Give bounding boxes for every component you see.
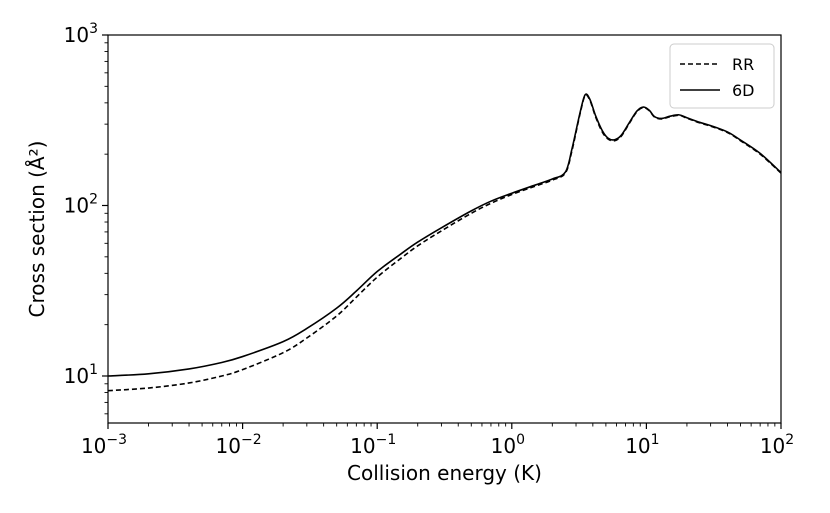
x-axis-title: Collision energy (K) (347, 461, 542, 485)
legend-label-rr: RR (732, 55, 754, 74)
legend-box (669, 43, 775, 109)
x-tick-label: 10−2 (216, 432, 262, 458)
y-tick-label: 101 (64, 362, 98, 388)
y-tick-label: 103 (64, 21, 98, 47)
y-axis-title: Cross section (Å²) (25, 141, 49, 318)
series-line-6d (108, 93, 781, 377)
x-tick-label: 102 (760, 432, 794, 458)
y-tick-label: 102 (64, 191, 98, 217)
x-tick-label: 101 (625, 432, 659, 458)
plot-frame (107, 34, 782, 424)
x-tick-label: 100 (491, 432, 525, 458)
x-tick-label: 10−3 (81, 432, 127, 458)
series-group (108, 93, 781, 392)
series-line-rr (108, 94, 781, 392)
x-tick-label: 10−1 (350, 432, 396, 458)
legend-label-6d: 6D (732, 81, 755, 100)
